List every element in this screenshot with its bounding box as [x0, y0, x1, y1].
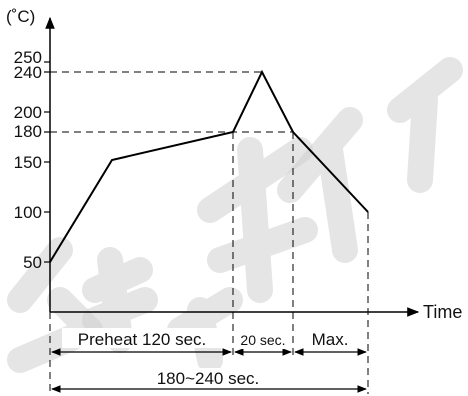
- preheat-label: Preheat 120 sec.: [78, 330, 207, 349]
- phase-guides: [49, 132, 369, 394]
- cooling-label: Max.: [312, 330, 349, 349]
- y-tick-label-150: 150: [14, 153, 42, 172]
- y-tick-marks: [44, 61, 50, 263]
- peak-duration-label: 20 sec.: [240, 332, 285, 348]
- y-tick-label-100: 100: [14, 203, 42, 222]
- y-axis-label: (˚C): [6, 7, 35, 26]
- x-axis-label: Time: [423, 302, 462, 322]
- temperature-profile-line: [49, 69, 369, 263]
- y-tick-label-250: 250: [14, 48, 42, 67]
- total-duration-label: 180~240 sec.: [157, 369, 260, 388]
- y-tick-label-180: 180: [14, 122, 42, 141]
- watermark: [7, 57, 463, 373]
- y-tick-label-240: 240: [14, 63, 42, 82]
- y-tick-label-50: 50: [23, 253, 42, 272]
- y-tick-label-200: 200: [14, 103, 42, 122]
